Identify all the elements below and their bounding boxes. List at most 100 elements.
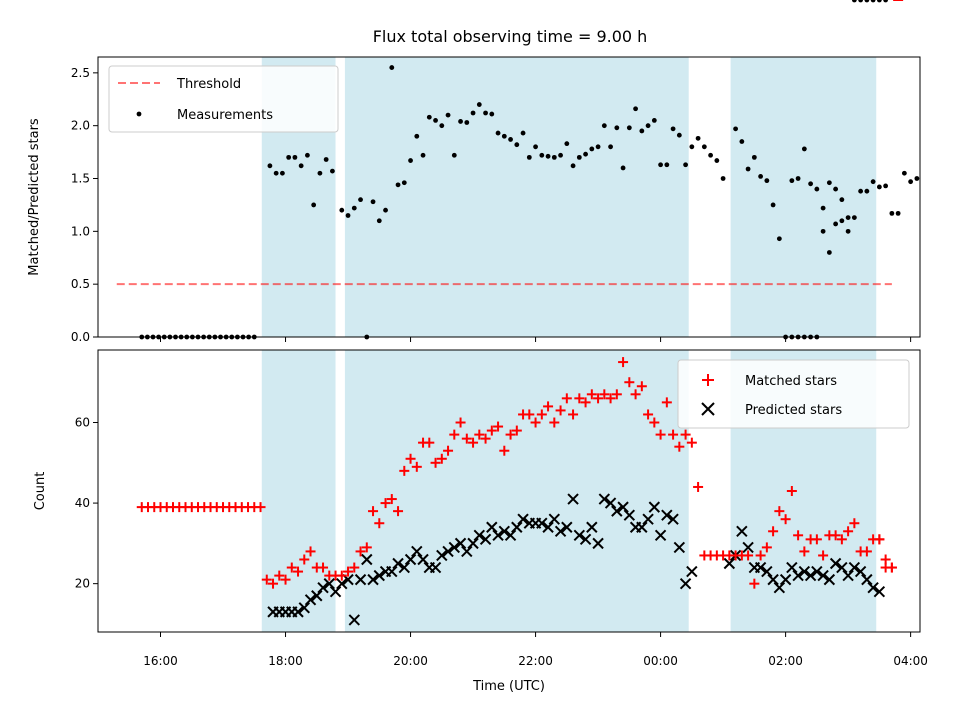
matched-stars-point <box>686 437 697 448</box>
predicted-stars-point <box>311 590 323 602</box>
predicted-stars-point <box>679 577 692 590</box>
measurement-point <box>286 154 292 160</box>
predicted-stars-point <box>842 569 854 582</box>
measurement-point <box>739 139 745 144</box>
matched-stars-point <box>874 534 885 545</box>
measurement-point <box>564 141 570 147</box>
matched-stars-point <box>536 409 547 420</box>
matched-stars-point <box>336 570 347 581</box>
y-tick-label: 2.0 <box>71 119 90 133</box>
matched-stars-point <box>674 441 685 452</box>
predicted-stars-point <box>661 509 673 521</box>
predicted-stars-point <box>348 614 360 626</box>
y-tick-label: 1.0 <box>71 224 90 238</box>
measurement-point <box>470 110 476 116</box>
observing-window-band <box>730 57 877 337</box>
matched-stars-point <box>768 526 779 537</box>
predicted-stars-point <box>592 537 604 550</box>
predicted-stars-point <box>361 553 373 566</box>
predicted-stars-point <box>354 573 367 586</box>
predicted-stars-point <box>467 537 479 550</box>
measurement-point <box>383 207 388 213</box>
predicted-stars-point <box>398 561 411 574</box>
matched-stars-point <box>480 433 491 444</box>
predicted-stars-point <box>642 513 654 525</box>
x-tick-label: 22:00 <box>518 654 553 668</box>
predicted-stars-point <box>792 569 804 582</box>
measurement-point <box>839 197 845 203</box>
predicted-stars-point <box>304 594 317 606</box>
matched-stars-point <box>611 389 622 400</box>
measurement-point <box>651 117 657 123</box>
measurement-point <box>758 173 764 179</box>
matched-stars-point <box>780 514 791 525</box>
matched-stars-point <box>430 457 441 468</box>
measurement-point <box>583 151 588 157</box>
measurement-point <box>720 176 726 181</box>
measurement-point <box>864 188 870 194</box>
measurement-point <box>626 125 632 131</box>
matched-stars-point <box>530 417 541 428</box>
predicted-stars-point <box>873 586 886 598</box>
predicted-stars-point <box>373 569 385 582</box>
matched-stars-point <box>461 433 472 444</box>
predicted-stars-point <box>586 521 598 533</box>
matched-stars-point <box>561 393 572 404</box>
predicted-stars-point <box>336 577 348 590</box>
y-tick-label: 20 <box>75 577 90 591</box>
measurement-point <box>645 123 651 129</box>
measurement-point <box>826 250 832 255</box>
predicted-stars-point <box>429 561 442 574</box>
y-tick-label: 2.5 <box>71 66 90 80</box>
matched-stars-point <box>261 574 272 585</box>
y-tick-label: 0.5 <box>71 277 90 291</box>
matched-stars-point <box>380 498 391 509</box>
matched-stars-point <box>293 566 304 577</box>
measurement-point <box>870 0 876 3</box>
measurement-point <box>870 179 876 185</box>
matched-stars-point <box>449 429 460 440</box>
measurement-point <box>376 218 382 224</box>
measurement-point <box>801 146 807 152</box>
measurement-point <box>814 186 820 192</box>
top-measurement-points <box>139 0 920 340</box>
matched-stars-point <box>399 465 410 476</box>
observing-window-band <box>344 350 689 632</box>
matched-stars-point <box>774 506 785 517</box>
matched-stars-point <box>749 578 760 589</box>
matched-stars-point <box>574 393 585 404</box>
measurement-point <box>370 199 376 205</box>
predicted-stars-point <box>486 521 498 533</box>
matched-stars-point <box>586 389 597 400</box>
predicted-stars-point <box>498 525 511 537</box>
measurement-point <box>883 183 889 189</box>
measurement-point <box>639 128 645 134</box>
matched-stars-point <box>643 409 654 420</box>
predicted-stars-point <box>442 545 454 558</box>
matched-stars-point <box>624 377 635 388</box>
matched-stars-point <box>799 546 810 557</box>
matched-stars-point <box>593 393 604 404</box>
x-tick-label: 00:00 <box>643 654 678 668</box>
bottom-y-ticks: 20 40 60 <box>75 416 98 591</box>
matched-stars-point <box>318 562 329 573</box>
measurement-point <box>701 144 707 150</box>
predicted-stars-point <box>867 581 879 594</box>
matched-stars-point <box>361 542 372 553</box>
measurement-point <box>501 133 507 139</box>
measurement-point <box>298 163 304 169</box>
measurement-point <box>764 178 770 184</box>
predicted-stars-point <box>673 541 686 554</box>
matched-stars-point <box>405 453 416 464</box>
measurement-point <box>414 133 420 139</box>
matched-stars-point <box>605 393 616 404</box>
predicted-stars-point <box>804 569 817 582</box>
predicted-stars-point <box>786 561 798 574</box>
matched-stars-point <box>280 574 291 585</box>
matched-stars-point <box>549 417 560 428</box>
measurement-point <box>514 142 520 148</box>
matched-stars-point <box>680 429 691 440</box>
matched-stars-point <box>455 417 466 428</box>
measurement-point <box>483 110 488 116</box>
matched-stars-point <box>524 409 535 420</box>
